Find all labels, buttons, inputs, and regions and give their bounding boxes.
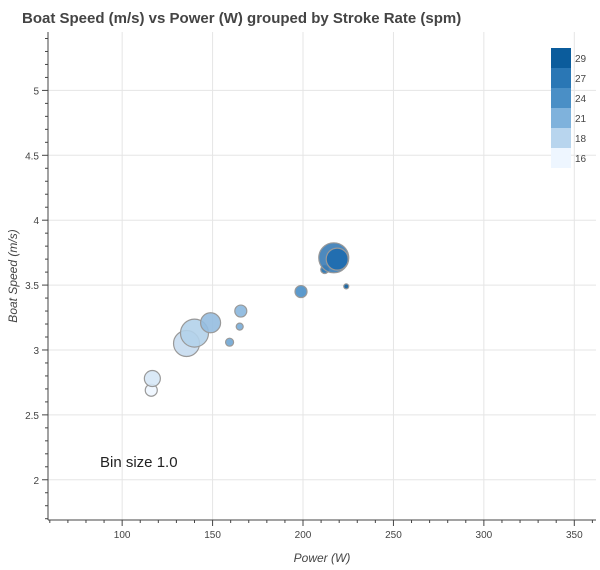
legend-label: 21 xyxy=(575,114,587,125)
legend-label: 24 xyxy=(575,94,587,105)
x-tick-label: 150 xyxy=(204,530,221,541)
legend-swatch xyxy=(551,88,571,108)
legend-swatch xyxy=(551,108,571,128)
data-point xyxy=(294,284,308,299)
y-tick-label: 5 xyxy=(33,86,39,97)
legend-label: 27 xyxy=(575,74,587,85)
legend-label: 29 xyxy=(575,54,587,65)
legend-swatch xyxy=(551,68,571,88)
y-tick-label: 2.5 xyxy=(25,411,39,422)
data-point xyxy=(343,283,350,290)
x-tick-label: 300 xyxy=(476,530,493,541)
data-point xyxy=(143,369,161,388)
legend-swatch xyxy=(551,148,571,168)
x-tick-label: 100 xyxy=(114,530,131,541)
data-point xyxy=(234,304,248,318)
y-tick-label: 4 xyxy=(33,216,39,227)
y-tick-label: 3.5 xyxy=(25,281,39,292)
data-point xyxy=(199,312,222,334)
x-tick-label: 350 xyxy=(566,530,583,541)
x-axis-label: Power (W) xyxy=(294,551,351,565)
y-tick-label: 2 xyxy=(33,476,39,487)
data-point xyxy=(325,247,349,271)
x-tick-label: 200 xyxy=(295,530,312,541)
data-point xyxy=(235,322,244,331)
legend-label: 16 xyxy=(575,154,587,165)
bin-size-annotation: Bin size 1.0 xyxy=(100,454,178,471)
legend-swatch xyxy=(551,48,571,68)
legend-swatch xyxy=(551,128,571,148)
y-tick-label: 4.5 xyxy=(25,151,39,162)
y-axis-label: Boat Speed (m/s) xyxy=(6,229,20,322)
y-tick-label: 3 xyxy=(33,346,39,357)
data-point xyxy=(224,337,235,347)
chart-title: Boat Speed (m/s) vs Power (W) grouped by… xyxy=(22,10,462,27)
legend-label: 18 xyxy=(575,134,587,145)
x-tick-label: 250 xyxy=(385,530,402,541)
